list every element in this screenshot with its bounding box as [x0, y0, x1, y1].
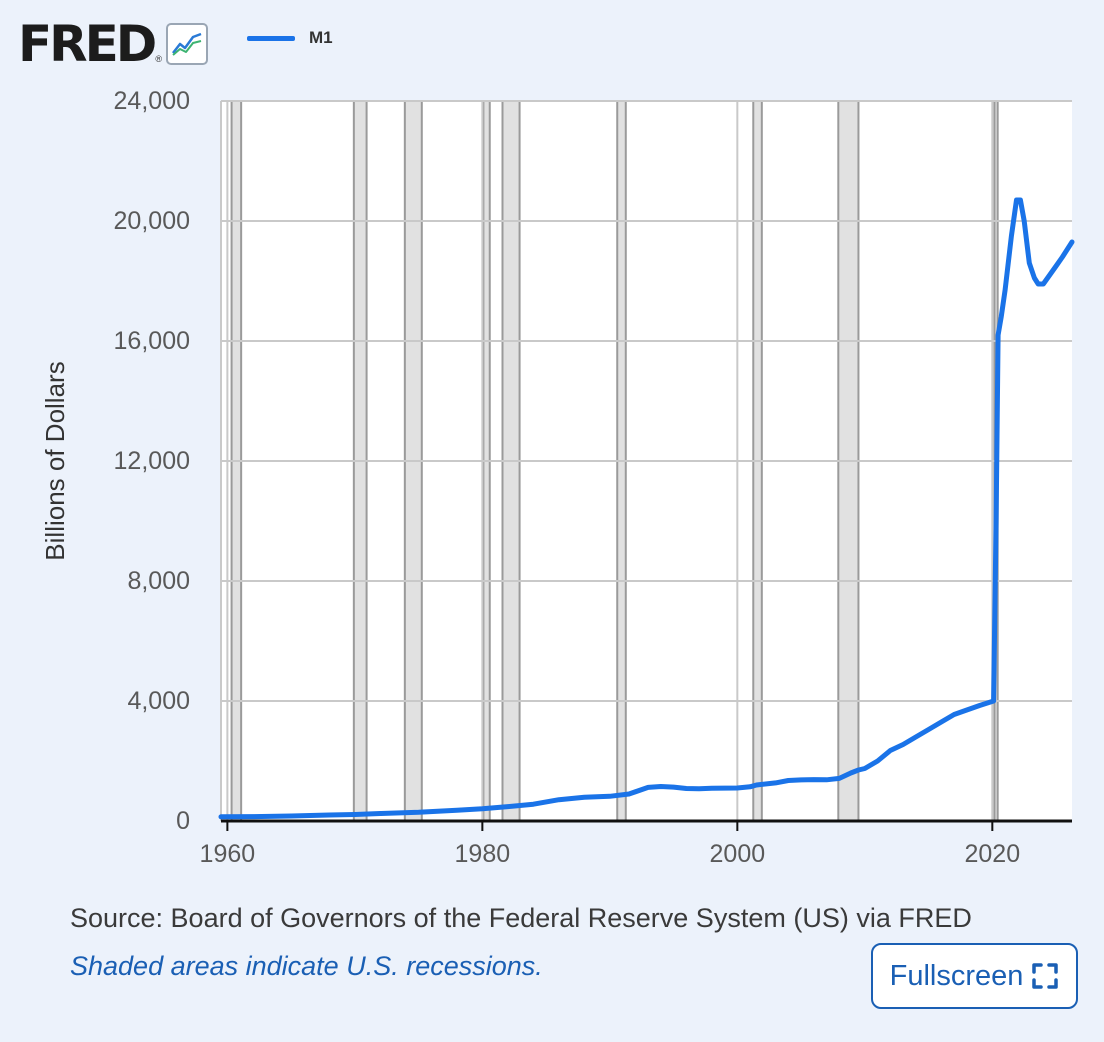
- y-tick-label: 24,000: [114, 87, 190, 115]
- x-tick-label: 1980: [455, 840, 511, 868]
- x-tick-label: 1960: [200, 840, 256, 868]
- registered-mark: ®: [155, 54, 162, 64]
- legend-label: M1: [309, 28, 333, 47]
- fullscreen-button[interactable]: Fullscreen: [871, 943, 1078, 1009]
- x-tick-label: 2020: [965, 840, 1021, 868]
- chart-legend: M1: [247, 28, 333, 48]
- y-tick-label: 12,000: [114, 447, 190, 475]
- tick-labels: 0 4,000 8,000 12,000 16,000 20,000 24,000 1960 1…: [114, 87, 1021, 868]
- y-tick-label: 16,000: [114, 327, 190, 355]
- y-tick-label: 4,000: [127, 687, 190, 715]
- y-axis-title: Billions of Dollars: [40, 361, 70, 560]
- legend-swatch: [247, 35, 295, 41]
- source-text: Source: Board of Governors of the Federa…: [70, 903, 972, 933]
- fullscreen-icon: [1032, 963, 1059, 989]
- m1-line-chart: 0 4,000 8,000 12,000 16,000 20,000 24,000 1960 1…: [40, 87, 1075, 868]
- grid-lines: [220, 100, 1072, 821]
- y-tick-label: 8,000: [127, 567, 190, 595]
- fullscreen-label: Fullscreen: [889, 959, 1024, 992]
- line-chart-icon: [165, 23, 208, 65]
- series-layer: [218, 197, 1075, 820]
- y-tick-label: 20,000: [114, 207, 190, 235]
- series-line-m1: [218, 197, 1075, 820]
- fred-logo[interactable]: FRED ®: [18, 14, 208, 74]
- logo-text: FRED: [18, 15, 157, 73]
- axes: [221, 819, 1072, 831]
- recession-note: Shaded areas indicate U.S. recessions.: [70, 951, 543, 981]
- x-tick-label: 2000: [710, 840, 766, 868]
- y-tick-label: 0: [176, 807, 190, 835]
